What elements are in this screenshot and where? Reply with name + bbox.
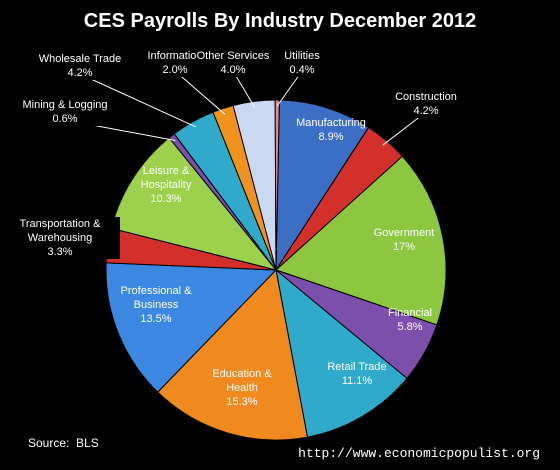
category-label: Financial (387, 307, 433, 319)
category-label: Wholesale Trade (38, 53, 122, 65)
value-label: 15.3% (226, 396, 258, 408)
pie-slice (275, 155, 447, 326)
slice-label: Education & Health 15.3% (196, 367, 288, 409)
value-label: 17% (392, 241, 416, 253)
value-label: 0.6% (52, 113, 78, 125)
slice-label: Mining & Logging 0.6% (22, 98, 108, 126)
value-label: 3.3% (47, 246, 73, 258)
category-label: Retail Trade (327, 361, 387, 373)
slice-label: Retail Trade 11.1% (327, 360, 386, 388)
pie-slice (274, 99, 280, 271)
leader-line (232, 70, 256, 108)
leader-line (79, 73, 197, 128)
pie-slice (105, 262, 278, 393)
value-label: 4.0% (220, 64, 246, 76)
chart-title: CES Payrolls By Industry December 2012 (83, 10, 477, 32)
pie-slice (275, 268, 408, 438)
pie-slice (157, 268, 309, 441)
category-label: Other Services (196, 50, 270, 62)
category-label: Education & Health (212, 368, 272, 394)
category-label: Utilities (284, 50, 320, 62)
category-label: Information (147, 50, 203, 62)
value-label: 4.2% (413, 105, 439, 117)
category-label: Leisure & Hospitality (140, 165, 192, 191)
category-label: Construction (395, 91, 457, 103)
value-label: 13.5% (140, 313, 172, 325)
slice-label: Utilities 0.4% (284, 49, 320, 77)
source-note: Source: BLS (28, 436, 99, 450)
value-label: 8.9% (318, 131, 344, 143)
value-label: 10.3% (150, 193, 182, 205)
slice-label: Manufacturing 8.9% (296, 116, 366, 144)
leader-line (174, 70, 226, 115)
value-label: 2.0% (162, 64, 188, 76)
category-label: Professional & Business (120, 285, 192, 311)
category-label: Manufacturing (296, 117, 366, 129)
slice-label: Financial 5.8% (388, 306, 432, 334)
slice-label: Information 2.0% (147, 49, 203, 77)
slice-label: Transportation & Warehousing 3.3% (0, 217, 120, 259)
slice-label: Construction 4.2% (395, 90, 457, 118)
slice-label: Wholesale Trade 4.2% (38, 52, 122, 80)
value-label: 4.2% (67, 67, 93, 79)
slice-label: Government 17% (374, 226, 435, 254)
slice-label: Leisure & Hospitality 10.3% (120, 164, 212, 206)
category-label: Government (373, 227, 435, 239)
site-url: http://www.economicpopulist.org (298, 446, 540, 461)
value-label: 11.1% (341, 375, 373, 387)
category-label: Transportation & Warehousing (19, 218, 101, 244)
slice-label: Professional & Business 13.5% (110, 284, 202, 326)
slice-label: Other Services 4.0% (196, 49, 270, 77)
category-label: Mining & Logging (22, 99, 108, 111)
value-label: 5.8% (397, 321, 423, 333)
value-label: 0.4% (289, 64, 315, 76)
